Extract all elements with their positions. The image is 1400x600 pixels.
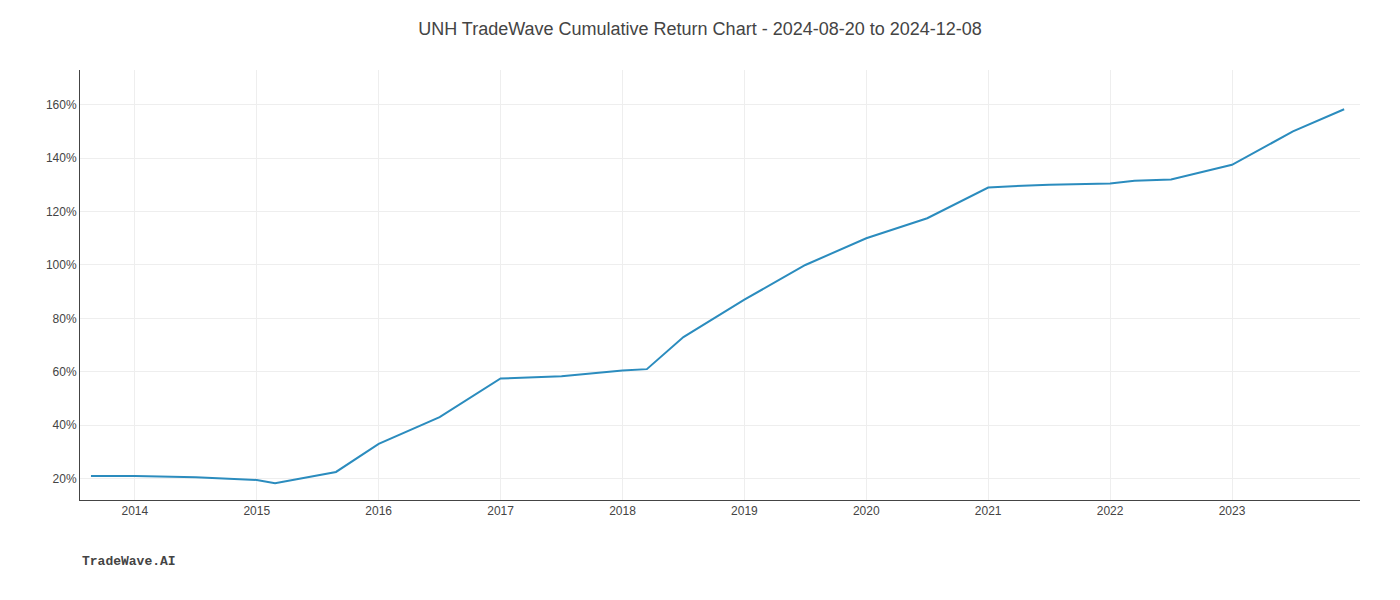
svg-text:2015: 2015 — [243, 504, 270, 518]
svg-text:2023: 2023 — [1219, 504, 1246, 518]
svg-text:20%: 20% — [53, 472, 77, 486]
svg-text:2016: 2016 — [365, 504, 392, 518]
svg-text:2014: 2014 — [122, 504, 149, 518]
svg-text:UNH TradeWave Cumulative Retur: UNH TradeWave Cumulative Return Chart - … — [418, 19, 982, 39]
svg-text:120%: 120% — [46, 205, 77, 219]
svg-text:60%: 60% — [53, 365, 77, 379]
svg-text:160%: 160% — [46, 98, 77, 112]
svg-text:2022: 2022 — [1097, 504, 1124, 518]
svg-text:2017: 2017 — [487, 504, 514, 518]
svg-text:TradeWave.AI: TradeWave.AI — [82, 554, 176, 569]
svg-text:2019: 2019 — [731, 504, 758, 518]
svg-text:2018: 2018 — [609, 504, 636, 518]
svg-text:80%: 80% — [53, 312, 77, 326]
svg-text:40%: 40% — [53, 418, 77, 432]
svg-text:100%: 100% — [46, 258, 77, 272]
svg-text:140%: 140% — [46, 151, 77, 165]
svg-text:2021: 2021 — [975, 504, 1002, 518]
svg-text:2020: 2020 — [853, 504, 880, 518]
